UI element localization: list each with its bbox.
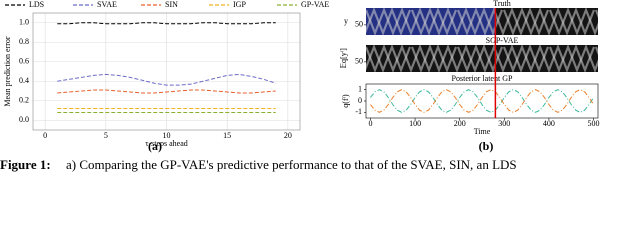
heatmap-y-label: 𝔼q[yⁱ] [339, 48, 348, 69]
y-tick-label: 1.0 [19, 18, 29, 27]
heatmap-texture [456, 45, 550, 72]
series-line [57, 22, 276, 25]
x-tick-label: 500 [588, 119, 600, 128]
x-tick-label: 100 [409, 119, 421, 128]
y-tick-label: -1 [355, 107, 362, 116]
heatmap-title: SGP-VAE [486, 36, 519, 45]
figure: (a) (b) Figure 1: a) Comparing the GP-VA… [0, 0, 600, 172]
y-tick-label: 0.2 [19, 96, 29, 105]
y-tick-label: 50 [355, 20, 363, 29]
plot-frame [32, 12, 301, 131]
heatmap-title: Truth [493, 0, 511, 8]
x-tick-label: 0 [368, 119, 372, 128]
y-axis-label: q(fⁱ) [341, 94, 350, 108]
x-tick-label: 200 [454, 119, 466, 128]
heatmap-texture [594, 46, 598, 56]
latent-title: Posterior latent GP [452, 74, 513, 83]
heatmap-texture [410, 45, 504, 72]
heatmap-texture [366, 8, 458, 35]
heatmap-texture [548, 8, 598, 35]
series-line [370, 89, 594, 113]
y-tick-label: 0 [358, 96, 362, 105]
y-tick-label: 0.0 [19, 115, 29, 124]
series-line [57, 73, 276, 86]
y-tick-label: 0.4 [19, 76, 29, 85]
caption-text: a) Comparing the GP-VAE's predictive per… [66, 157, 517, 172]
legend-label: SIN [165, 0, 178, 9]
y-tick-label: 0.6 [19, 57, 29, 66]
legend-label: IGP [233, 0, 246, 9]
y-tick-label: 0.8 [19, 37, 29, 46]
heatmap-texture [548, 45, 598, 72]
heatmap-y-label: y [344, 16, 348, 25]
legend-label: LDS [29, 0, 44, 9]
x-tick-label: 20 [284, 131, 292, 140]
x-axis-label: Time [474, 127, 491, 136]
x-tick-label: 300 [498, 119, 510, 128]
x-tick-label: 0 [43, 131, 47, 140]
y-tick-label: 50 [355, 57, 363, 66]
panel-label: (b) [479, 139, 494, 153]
heatmap-texture [274, 10, 364, 33]
heatmap-texture [366, 8, 412, 35]
y-tick-label: 1 [358, 84, 362, 93]
caption-label: Figure 1: [0, 157, 51, 172]
x-tick-label: 5 [104, 131, 108, 140]
series-line [370, 89, 594, 113]
heatmap-texture [366, 45, 412, 72]
series-line [57, 89, 276, 94]
panel-label: (a) [148, 139, 162, 153]
heatmap-texture [410, 8, 504, 35]
y-axis-label: Mean prediction error [3, 36, 12, 107]
x-tick-label: 400 [543, 119, 555, 128]
heatmap-texture [502, 45, 596, 72]
x-tick-label: 10 [163, 131, 171, 140]
plot-frame [365, 83, 599, 119]
heatmap-texture [594, 9, 598, 19]
heatmap-texture [456, 8, 550, 35]
x-axis-label: τ-steps ahead [145, 139, 188, 148]
legend-label: SVAE [97, 0, 117, 9]
heatmap-texture [502, 8, 596, 35]
x-tick-label: 15 [223, 131, 231, 140]
heatmap-texture [366, 45, 458, 72]
heatmap-texture [274, 47, 364, 70]
legend-label: GP-VAE [301, 0, 329, 9]
